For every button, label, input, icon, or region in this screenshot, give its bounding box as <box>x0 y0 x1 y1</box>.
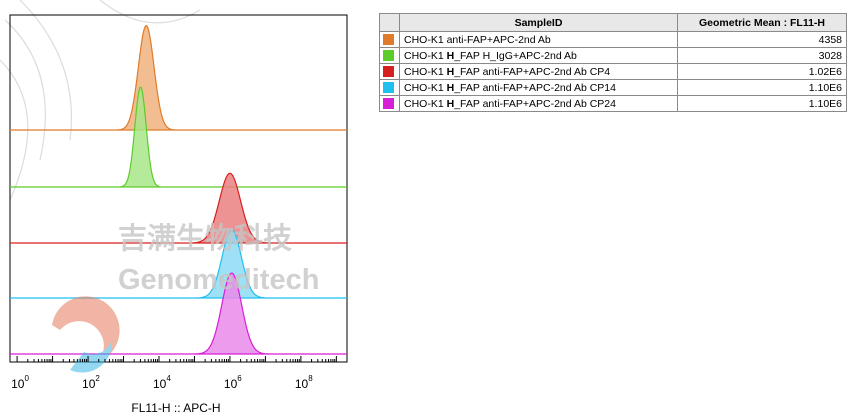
table-row: CHO-K1 anti-FAP+APC-2nd Ab 4358 <box>379 31 847 48</box>
sample-id-text: CHO-K1 anti-FAP+APC-2nd Ab <box>404 33 551 46</box>
sample-id-cell: CHO-K1 H_FAP anti-FAP+APC-2nd Ab CP24 <box>399 95 678 112</box>
table-row: CHO-K1 H_FAP H_IgG+APC-2nd Ab 3028 <box>379 47 847 64</box>
sample-id-text: CHO-K1 <box>404 49 447 62</box>
sample-id-text: _FAP anti-FAP+APC-2nd Ab CP4 <box>454 65 611 78</box>
genomeditech-logo <box>52 296 120 373</box>
histogram-plot: 吉满生物科技 Genomeditech 100 102 104 106 108 FL11… <box>0 0 348 415</box>
sample-id-bold-text: H <box>446 97 455 110</box>
table-header-geomean: Geometric Mean : FL11-H <box>677 13 847 32</box>
color-swatch <box>383 82 394 94</box>
sample-id-cell: CHO-K1 H_FAP anti-FAP+APC-2nd Ab CP4 <box>399 63 678 80</box>
table-row: CHO-K1 H_FAP anti-FAP+APC-2nd Ab CP4 1.02… <box>379 63 847 80</box>
x-axis-label: FL11-H :: APC-H <box>131 401 220 415</box>
x-tick-label: 108 <box>295 374 313 391</box>
sample-id-bold-text: H <box>446 49 455 62</box>
watermark-english: Genomeditech <box>118 264 319 296</box>
x-tick-label: 104 <box>153 374 171 391</box>
geometric-mean-cell: 4358 <box>677 31 847 48</box>
sample-id-text: CHO-K1 <box>404 65 447 78</box>
color-swatch <box>383 98 394 110</box>
color-swatch-cell <box>379 47 400 64</box>
sample-id-text: _FAP anti-FAP+APC-2nd Ab CP14 <box>454 81 616 94</box>
sample-id-cell: CHO-K1 anti-FAP+APC-2nd Ab <box>399 31 678 48</box>
x-tick-label: 106 <box>224 374 242 391</box>
sample-id-text: CHO-K1 <box>404 97 447 110</box>
sample-id-text: CHO-K1 <box>404 81 447 94</box>
x-tick-label: 100 <box>11 374 29 391</box>
sample-id-text: _FAP H_IgG+APC-2nd Ab <box>454 49 577 62</box>
sample-id-text: _FAP anti-FAP+APC-2nd Ab CP24 <box>454 97 616 110</box>
color-swatch-cell <box>379 31 400 48</box>
table-row: CHO-K1 H_FAP anti-FAP+APC-2nd Ab CP24 1.1… <box>379 95 847 112</box>
color-swatch <box>383 66 394 78</box>
color-swatch <box>383 34 394 46</box>
sample-id-cell: CHO-K1 H_FAP anti-FAP+APC-2nd Ab CP14 <box>399 79 678 96</box>
table-header-sampleid: SampleID <box>399 13 678 32</box>
geometric-mean-cell: 1.10E6 <box>677 79 847 96</box>
geometric-mean-cell: 1.02E6 <box>677 63 847 80</box>
sample-id-bold-text: H <box>446 65 455 78</box>
color-swatch <box>383 50 394 62</box>
histogram-series <box>10 229 347 299</box>
color-swatch-cell <box>379 79 400 96</box>
geometric-mean-cell: 3028 <box>677 47 847 64</box>
table-header-swatch <box>379 13 400 32</box>
sample-id-cell: CHO-K1 H_FAP H_IgG+APC-2nd Ab <box>399 47 678 64</box>
watermark-chinese: 吉满生物科技 <box>118 221 292 255</box>
legend-table: SampleID Geometric Mean : FL11-H CHO-K1 … <box>379 13 847 112</box>
histogram-series <box>10 86 347 188</box>
histogram-series <box>10 272 347 355</box>
histogram-series <box>10 172 347 244</box>
watermark-decoration-lines <box>0 0 201 201</box>
color-swatch-cell <box>379 63 400 80</box>
plot-frame <box>9 14 348 363</box>
color-swatch-cell <box>379 95 400 112</box>
geometric-mean-cell: 1.10E6 <box>677 95 847 112</box>
x-tick-label: 102 <box>82 374 100 391</box>
table-row: CHO-K1 H_FAP anti-FAP+APC-2nd Ab CP14 1.1… <box>379 79 847 96</box>
sample-id-bold-text: H <box>446 81 455 94</box>
histogram-series <box>10 24 347 131</box>
